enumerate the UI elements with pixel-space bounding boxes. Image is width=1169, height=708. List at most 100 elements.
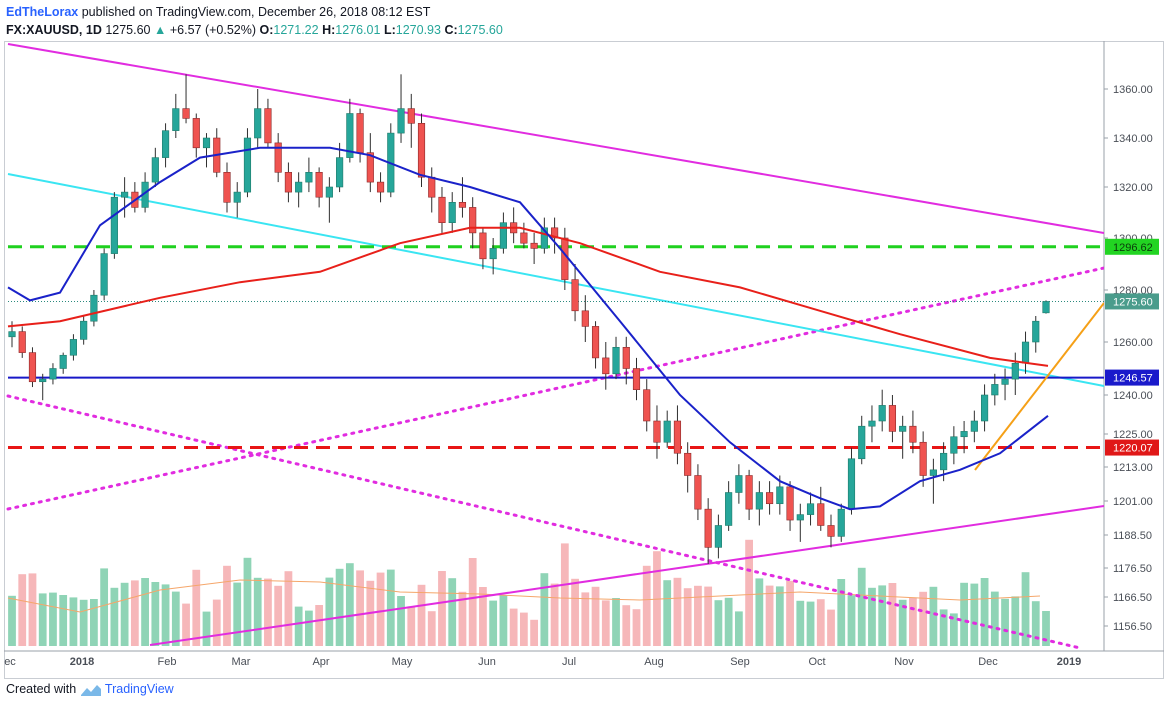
last-price: 1275.60 — [105, 23, 151, 37]
volume-bar — [182, 603, 190, 646]
candle-body — [847, 458, 856, 510]
volume-bar — [315, 605, 324, 646]
candle-body — [684, 452, 692, 476]
chart-frame — [4, 41, 1164, 679]
author-link[interactable]: EdTheLorax — [6, 5, 79, 19]
volume-bar — [1011, 596, 1020, 646]
volume-bar — [38, 593, 47, 646]
price-labels: 1296.62 1275.60 1246.57 1220.07 — [1105, 238, 1159, 456]
candle-body — [960, 431, 968, 438]
volume-bar — [212, 599, 221, 646]
dotted-ascending-trendline — [6, 266, 1104, 511]
price-chart[interactable]: 1360.001340.001320.001300.001280.001260.… — [0, 40, 1169, 680]
candle-body — [980, 394, 989, 422]
candle-body — [356, 113, 364, 154]
candle-body — [929, 469, 937, 476]
price-label-box — [1105, 293, 1159, 310]
candle-body — [325, 186, 333, 198]
volume-bar — [878, 585, 887, 646]
volume-bar — [8, 595, 16, 646]
x-tick-label: 2019 — [1057, 656, 1081, 668]
volume-bar — [1021, 572, 1030, 646]
candle-body — [59, 354, 67, 369]
slow-moving-average-line — [7, 226, 1049, 367]
volume-bar — [857, 567, 866, 646]
x-tick-label: Sep — [730, 656, 750, 668]
orange-trendline — [974, 302, 1104, 471]
y-tick-label: 1188.50 — [1113, 530, 1152, 542]
volume-bar — [642, 565, 651, 646]
volume-bar — [468, 558, 477, 646]
volume-bar — [939, 609, 948, 646]
volume-bar — [571, 578, 579, 646]
plot-area[interactable] — [0, 41, 1104, 651]
candle-body — [540, 227, 548, 249]
volume-bar — [581, 592, 590, 646]
symbol-name[interactable]: FX:XAUUSD, 1D — [6, 23, 102, 37]
volume-bar — [898, 599, 907, 646]
candle-body — [878, 405, 886, 422]
volume-bar — [786, 580, 794, 646]
price-axis[interactable]: 1360.001340.001320.001300.001280.001260.… — [1104, 84, 1153, 633]
price-label-box — [1105, 369, 1159, 386]
ohlc-values: O:1271.22 H:1276.01 L:1270.93 C:1275.60 — [260, 23, 503, 37]
x-tick-label: Aug — [644, 656, 664, 668]
candle-body — [725, 492, 733, 526]
y-tick-label: 1320.00 — [1113, 182, 1153, 194]
footer: Created with TradingView — [6, 682, 174, 697]
low-label: L: — [383, 23, 396, 37]
volume-bar — [909, 597, 917, 646]
volume-bar — [427, 611, 436, 646]
candles — [8, 74, 1050, 564]
x-tick-label: May — [392, 656, 413, 668]
candle-body — [284, 172, 292, 193]
volume-bar — [980, 578, 989, 646]
time-axis[interactable]: ec 2018 Feb Mar Apr May Jun Jul Aug Sep Oct Nov Dec 2… — [4, 656, 1081, 668]
candle-body — [551, 227, 559, 239]
x-tick-label: Oct — [808, 656, 825, 668]
price-label-text: 1246.57 — [1113, 373, 1153, 385]
candle-body — [366, 152, 374, 183]
volume-bar — [847, 595, 856, 646]
candle-body — [182, 108, 190, 119]
volume-bar — [171, 591, 180, 646]
candle-body — [264, 108, 272, 144]
candle-body — [233, 191, 241, 203]
candle-body — [622, 346, 630, 369]
volume-bar — [141, 578, 149, 646]
volume-bar — [479, 587, 487, 646]
candle-body — [376, 181, 385, 193]
candle-body — [786, 486, 794, 521]
volume-bar — [663, 580, 672, 646]
candle-body — [438, 196, 446, 223]
volume-bar — [734, 611, 743, 646]
volume-bar — [519, 612, 528, 646]
x-tick-label: Apr — [312, 656, 329, 668]
volume-bar — [540, 573, 549, 646]
volume-bar — [868, 587, 876, 646]
volume-bar — [1042, 610, 1050, 646]
candle-body — [192, 118, 200, 149]
volume-bar — [386, 569, 395, 646]
volume-bar — [110, 587, 119, 646]
candle-body — [499, 222, 507, 249]
volume-bar — [601, 600, 610, 646]
candle-body — [1001, 378, 1009, 385]
chart-header: EdTheLorax published on TradingView.com,… — [6, 4, 1156, 40]
y-tick-label: 1360.00 — [1113, 84, 1153, 96]
cyan-trendline — [7, 173, 1104, 387]
tradingview-link[interactable]: TradingView — [104, 682, 174, 696]
volume-bar — [888, 583, 897, 646]
candle-body — [940, 452, 948, 471]
candle-body — [407, 108, 415, 124]
candle-body — [417, 123, 426, 178]
low-value: 1270.93 — [395, 23, 441, 37]
volume-bar — [49, 592, 57, 646]
candle-body — [827, 525, 835, 537]
volume-bar — [765, 585, 774, 646]
candle-body — [28, 352, 37, 383]
volume-bar — [796, 600, 805, 646]
candle-body — [1042, 301, 1050, 314]
volume-bar — [28, 573, 37, 646]
candle-body — [469, 207, 477, 234]
